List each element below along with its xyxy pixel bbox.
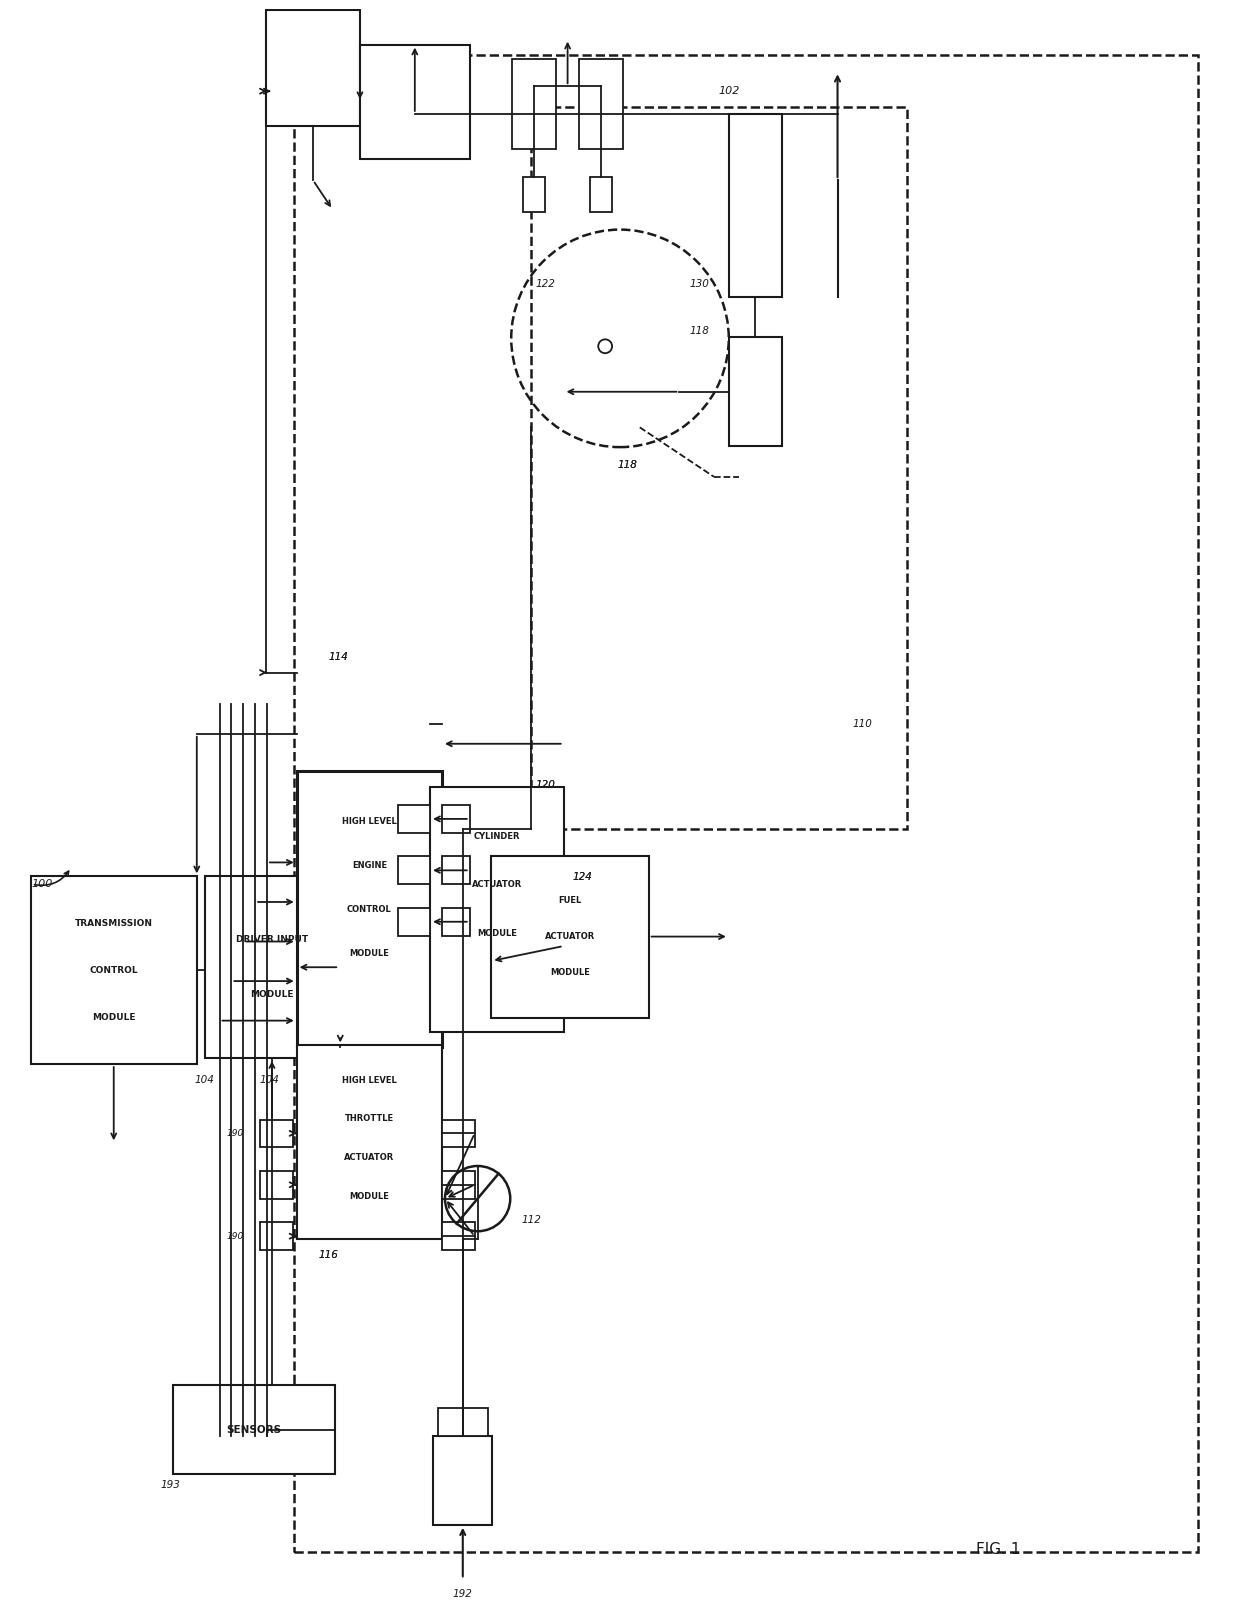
Text: 114: 114 [329, 652, 348, 662]
Text: 192: 192 [453, 1589, 472, 1599]
Text: THROTTLE: THROTTLE [345, 1115, 394, 1123]
Text: 118: 118 [689, 326, 709, 336]
Text: 122: 122 [536, 279, 556, 289]
Text: ACTUATOR: ACTUATOR [544, 932, 595, 941]
Text: CYLINDER: CYLINDER [474, 831, 520, 841]
Bar [296, 1045, 441, 1238]
Bar [441, 907, 470, 935]
Text: MODULE: MODULE [350, 949, 389, 958]
Text: CONTROL: CONTROL [347, 906, 392, 914]
Bar [441, 1222, 475, 1250]
Bar [174, 1386, 335, 1474]
Bar [430, 787, 564, 1032]
Text: MODULE: MODULE [350, 1191, 389, 1201]
Text: SENSORS: SENSORS [227, 1425, 281, 1435]
Text: 100: 100 [32, 880, 53, 889]
Bar [296, 771, 441, 1047]
Text: 110: 110 [852, 719, 872, 729]
Bar [267, 10, 360, 125]
Text: 120: 120 [536, 781, 556, 790]
Text: MODULE: MODULE [477, 930, 517, 938]
Bar [729, 114, 782, 297]
Text: 118: 118 [618, 459, 637, 471]
Text: FUEL: FUEL [558, 896, 582, 906]
Bar [260, 1222, 293, 1250]
Bar [398, 857, 430, 885]
Text: MODULE: MODULE [551, 967, 590, 977]
Bar [579, 58, 622, 149]
Bar [531, 107, 906, 829]
Text: 190: 190 [227, 1232, 244, 1240]
Text: 124: 124 [573, 872, 593, 883]
Text: MODULE: MODULE [92, 1013, 135, 1021]
Bar [441, 1120, 475, 1147]
Bar [294, 55, 1198, 1552]
Bar [360, 45, 470, 159]
Bar [491, 855, 649, 1018]
Text: 112: 112 [521, 1216, 541, 1225]
Text: 114: 114 [329, 652, 348, 662]
Text: 116: 116 [319, 1250, 339, 1259]
Bar [433, 1436, 492, 1526]
Bar [729, 338, 782, 446]
Text: 190: 190 [227, 1130, 244, 1138]
Bar [512, 58, 556, 149]
Text: TRANSMISSION: TRANSMISSION [74, 919, 153, 928]
Text: HIGH LEVEL: HIGH LEVEL [342, 1076, 397, 1084]
Bar [205, 876, 340, 1058]
Text: 104: 104 [195, 1074, 215, 1084]
Bar [441, 805, 470, 833]
Text: ENGINE: ENGINE [352, 860, 387, 870]
Text: 193: 193 [160, 1480, 180, 1490]
Bar [398, 805, 430, 833]
Text: 118: 118 [618, 459, 637, 471]
Text: FIG. 1: FIG. 1 [976, 1542, 1021, 1556]
Text: ACTUATOR: ACTUATOR [471, 880, 522, 889]
Bar [398, 907, 430, 935]
Bar [260, 1120, 293, 1147]
Text: 130: 130 [689, 279, 709, 289]
Bar [438, 1409, 487, 1436]
Bar [523, 177, 544, 211]
Text: 116: 116 [319, 1250, 339, 1259]
Text: MODULE: MODULE [250, 990, 294, 1000]
Text: ACTUATOR: ACTUATOR [345, 1154, 394, 1162]
Text: 120: 120 [536, 781, 556, 790]
Text: 102: 102 [719, 86, 740, 96]
Text: 124: 124 [573, 872, 593, 883]
Bar [260, 1170, 293, 1199]
Text: HIGH LEVEL: HIGH LEVEL [342, 816, 397, 826]
Text: DRIVER INPUT: DRIVER INPUT [236, 935, 308, 945]
Bar [441, 857, 470, 885]
Bar [441, 1170, 475, 1199]
Bar [31, 876, 197, 1065]
Text: 104: 104 [259, 1074, 279, 1084]
Text: CONTROL: CONTROL [89, 966, 138, 975]
Bar [590, 177, 613, 211]
